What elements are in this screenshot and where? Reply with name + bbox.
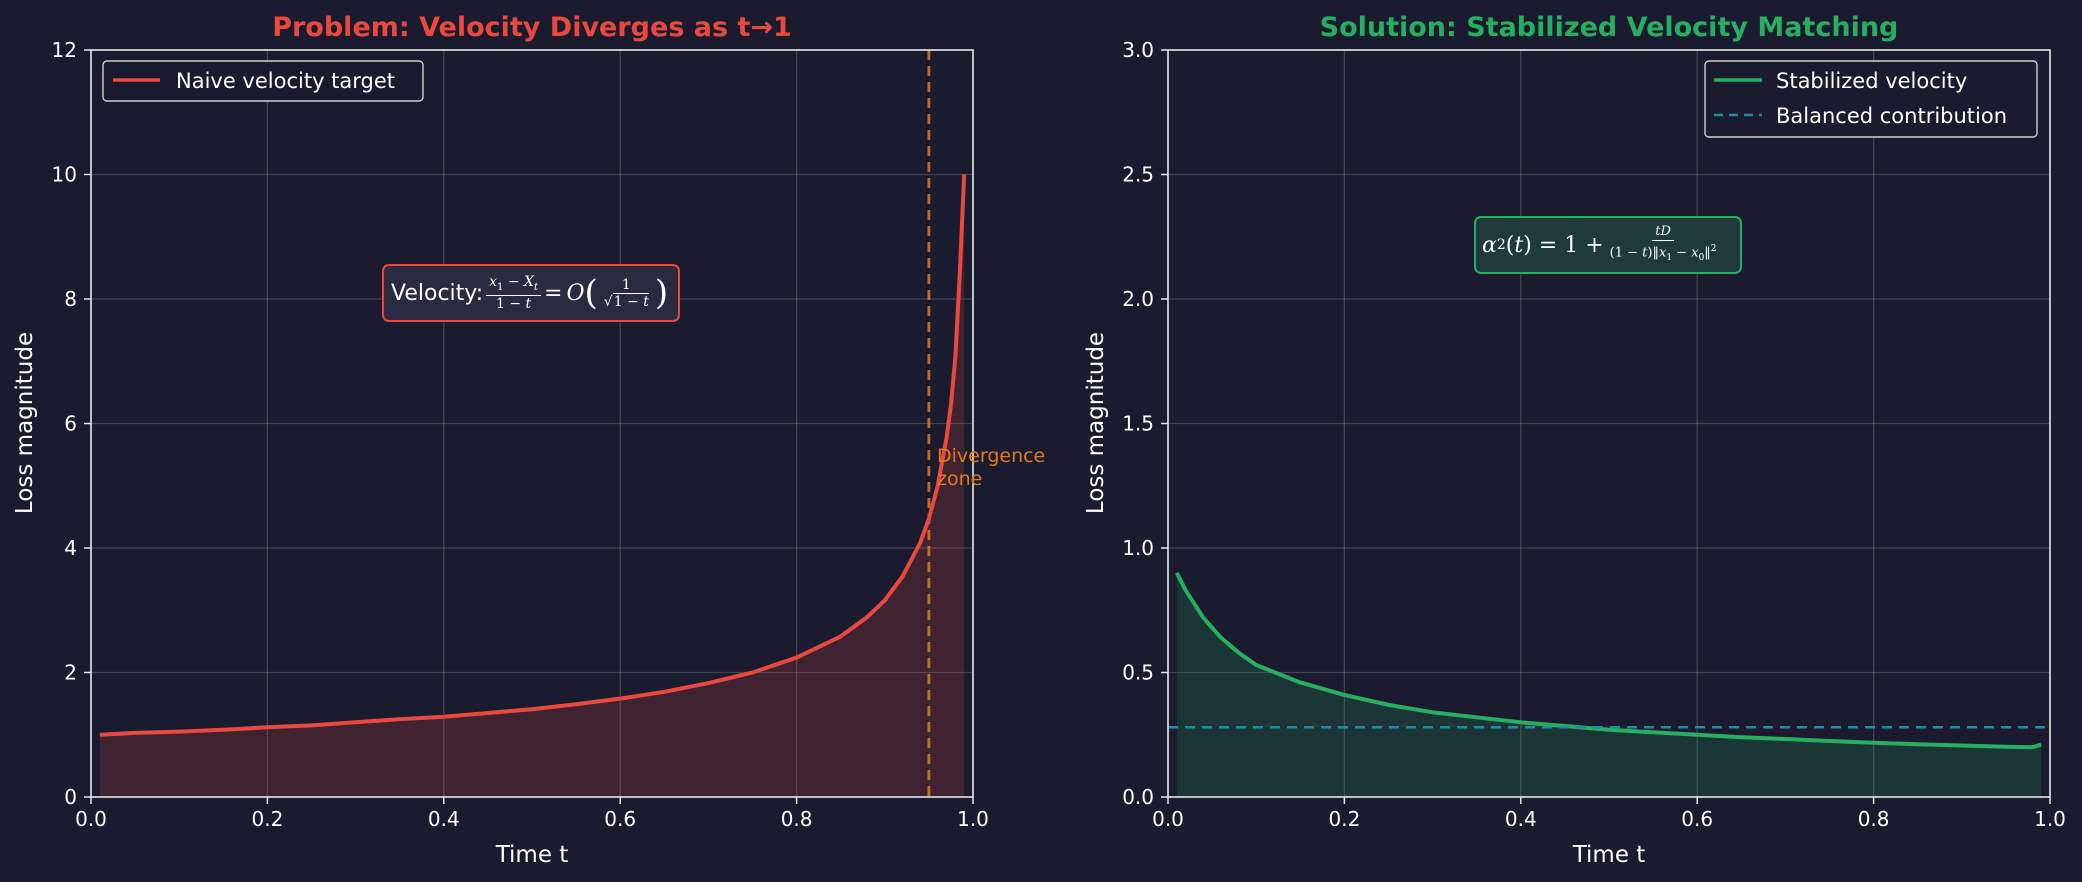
right-plot-area bbox=[1168, 50, 2050, 797]
right-y-tick-label: 2.0 bbox=[1122, 287, 1154, 311]
velocity-formula-label: Velocity: bbox=[391, 280, 484, 306]
right-x-tick-label: 0.0 bbox=[1152, 807, 1184, 831]
right-y-tick-label: 1.0 bbox=[1122, 536, 1154, 560]
right-y-tick-label: 3.0 bbox=[1122, 38, 1154, 62]
left-chart-title: Problem: Velocity Diverges as t→1 bbox=[272, 12, 792, 43]
right-y-tick-label: 0.5 bbox=[1122, 661, 1154, 685]
left-y-tick-label: 6 bbox=[64, 412, 77, 436]
left-x-tick-label: 0.6 bbox=[604, 807, 636, 831]
right-x-tick-label: 0.4 bbox=[1505, 807, 1537, 831]
left-series-area-0 bbox=[99, 174, 965, 797]
velocity-order-fraction: 1 √1 − t bbox=[603, 276, 649, 310]
right-y-tick-label: 0.0 bbox=[1122, 785, 1154, 809]
alpha-formula-box bbox=[1474, 216, 1742, 274]
right-x-axis-label: Time t bbox=[1572, 842, 1646, 868]
left-y-tick-label: 0 bbox=[64, 785, 77, 809]
left-y-tick-label: 2 bbox=[64, 661, 77, 685]
alpha-fraction: tD (1 − t)‖x1 − x0‖2 bbox=[1609, 224, 1717, 263]
alpha-formula: α 2(t) = 1 + tD (1 − t)‖x1 − x0‖2 bbox=[1482, 218, 1723, 272]
right-legend-label-stabilized: Stabilized velocity bbox=[1776, 69, 1967, 93]
left-x-tick-label: 0.0 bbox=[75, 807, 107, 831]
divergence-annotation-line-1: Divergence bbox=[937, 445, 1045, 467]
right-y-axis-label: Loss magnitude bbox=[1083, 332, 1109, 514]
left-x-tick-label: 0.2 bbox=[251, 807, 283, 831]
divergence-annotation-line-2: zone bbox=[937, 468, 982, 490]
left-legend-box bbox=[102, 60, 424, 102]
divergence-zone-annotation: Divergence zone bbox=[937, 445, 1051, 490]
left-x-ticks: 0.0 0.2 0.4 0.6 0.8 1.0 bbox=[75, 797, 989, 831]
left-series-lines bbox=[99, 174, 967, 737]
velocity-fraction: x1 − Xt 1 − t bbox=[486, 274, 542, 312]
left-series-fill bbox=[99, 174, 965, 797]
right-x-tick-label: 0.2 bbox=[1328, 807, 1360, 831]
right-x-tick-label: 0.6 bbox=[1681, 807, 1713, 831]
left-y-tick-label: 12 bbox=[52, 38, 77, 62]
left-x-tick-label: 0.4 bbox=[428, 807, 460, 831]
left-y-tick-label: 10 bbox=[52, 163, 77, 187]
left-legend-label-naive: Naive velocity target bbox=[176, 69, 395, 93]
right-chart-panel: 0.0 0.2 0.4 0.6 0.8 1.0 0.0 0.5 1.0 1.5 2.0 2.5 3.0… bbox=[1083, 12, 2066, 868]
left-y-tick-label: 8 bbox=[64, 287, 77, 311]
left-x-axis-label: Time t bbox=[495, 842, 569, 868]
right-chart-title: Solution: Stabilized Velocity Matching bbox=[1320, 12, 1899, 43]
left-chart-panel: 0.0 0.2 0.4 0.6 0.8 1.0 0 2 4 6 8 10 12 Problem: Ve… bbox=[12, 12, 1051, 868]
left-x-tick-label: 1.0 bbox=[957, 807, 989, 831]
left-y-axis-label: Loss magnitude bbox=[12, 332, 38, 514]
right-x-tick-label: 1.0 bbox=[2034, 807, 2066, 831]
velocity-formula-box bbox=[382, 264, 680, 322]
left-x-tick-label: 0.8 bbox=[781, 807, 813, 831]
left-plot-area bbox=[91, 50, 973, 797]
left-legend: Naive velocity target bbox=[102, 60, 424, 102]
velocity-formula: Velocity: x1 − Xt 1 − t = O ( 1 √1 − t ) bbox=[391, 273, 669, 313]
right-y-ticks: 0.0 0.5 1.0 1.5 2.0 2.5 3.0 bbox=[1122, 38, 1168, 809]
left-y-tick-label: 4 bbox=[64, 536, 77, 560]
right-y-tick-label: 1.5 bbox=[1122, 412, 1154, 436]
right-legend-box bbox=[1704, 60, 2038, 138]
right-y-tick-label: 2.5 bbox=[1122, 163, 1154, 187]
right-x-tick-label: 0.8 bbox=[1858, 807, 1890, 831]
right-legend: Stabilized velocity Balanced contributio… bbox=[1704, 60, 2038, 138]
right-series-lines bbox=[1168, 571, 2050, 750]
left-y-ticks: 0 2 4 6 8 10 12 bbox=[52, 38, 91, 809]
left-series-line-0 bbox=[99, 174, 967, 737]
right-legend-label-balanced: Balanced contribution bbox=[1776, 104, 2007, 128]
right-x-ticks: 0.0 0.2 0.4 0.6 0.8 1.0 bbox=[1152, 797, 2066, 831]
